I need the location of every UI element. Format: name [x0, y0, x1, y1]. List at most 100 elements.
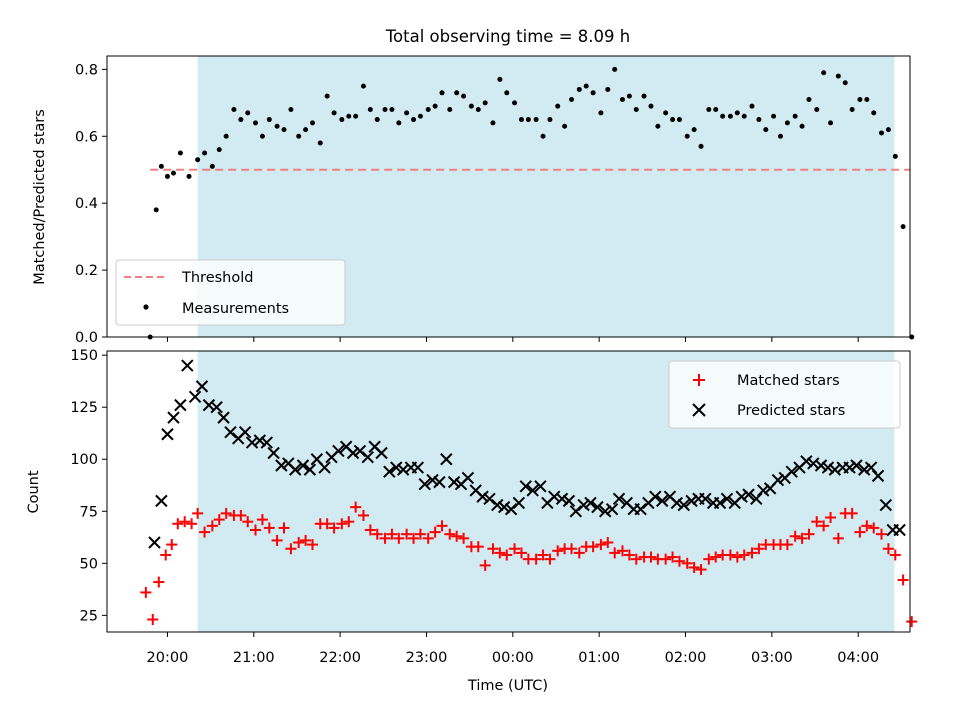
measurement-point [655, 123, 661, 129]
measurement-point [231, 107, 237, 113]
matched-stars-marker [667, 551, 679, 563]
predicted-stars-marker [504, 502, 518, 516]
measurement-point [360, 83, 366, 89]
measurement-point [533, 117, 539, 123]
predicted-stars-marker [649, 490, 662, 503]
measurement-point [626, 93, 632, 99]
predicted-stars-marker [670, 496, 684, 510]
measurement-point [756, 117, 762, 123]
predicted-stars-marker [174, 398, 187, 412]
matched-stars-marker [250, 524, 262, 536]
predicted-stars-marker [418, 478, 431, 491]
predicted-stars-marker [361, 450, 374, 464]
predicted-stars-marker [735, 490, 748, 503]
measurement-point [727, 113, 733, 119]
predicted-stars-marker [238, 425, 252, 439]
predicted-stars-marker [267, 446, 280, 460]
ratio-legend: Threshold Measurements [115, 259, 346, 326]
predicted-stars-marker [346, 446, 360, 460]
count-panel-frame [106, 350, 911, 633]
predicted-stars-marker [491, 498, 504, 512]
matched-stars-marker [479, 559, 491, 571]
measurement-point [641, 93, 647, 99]
matched-legend-label: Matched stars [737, 373, 840, 389]
matched-stars-marker [206, 520, 218, 532]
predicted-stars-marker [433, 475, 446, 489]
matched-stars-marker [166, 539, 178, 551]
predicted-stars-marker [864, 461, 878, 474]
predicted-stars-marker [353, 444, 367, 458]
predicted-stars-marker [275, 459, 288, 472]
predicted-stars-marker [699, 492, 712, 505]
ratio-x-ticks [166, 337, 859, 342]
measurement-point [842, 80, 848, 86]
predicted-stars-marker [426, 473, 439, 487]
predicted-stars-marker [210, 400, 223, 414]
matched-stars-marker [321, 518, 333, 530]
matched-stars-marker [673, 555, 685, 567]
matched-stars-marker [436, 520, 448, 532]
predicted-stars-marker [577, 498, 590, 512]
measurement-point [177, 150, 183, 156]
matched-stars-marker [414, 528, 426, 540]
measurement-point [266, 117, 272, 123]
ratio-legend-box [115, 259, 346, 326]
predicted-stars-marker [202, 398, 216, 412]
measurement-point [741, 113, 747, 119]
count-x-ticks: 20:00 21:00 22:00 23:00 00:00 01:00 02:00 03:00… [147, 632, 879, 666]
measurement-point [339, 117, 345, 123]
matched-stars-marker [357, 509, 369, 521]
measurement-point [461, 93, 467, 99]
measurement-point [223, 133, 229, 139]
matched-stars-marker [710, 551, 722, 563]
predicted-stars-marker [526, 484, 539, 497]
threshold-legend-label: Threshold [181, 270, 253, 286]
measurement-point [353, 113, 359, 119]
measurement-point [892, 153, 898, 159]
measurement-point [425, 107, 431, 113]
measurement-point [331, 110, 337, 116]
measurement-point [324, 93, 330, 99]
ratio-y-ticks: 0.0 0.2 0.4 0.6 0.8 [75, 62, 107, 346]
measurement-point [512, 100, 518, 106]
matched-stars-marker [379, 532, 391, 544]
matched-stars-marker [422, 532, 434, 544]
count-legend-box [668, 360, 901, 429]
predicted-stars-marker [821, 461, 835, 474]
measurement-point [864, 96, 870, 102]
matched-stars-marker [573, 547, 585, 559]
measurement-point [404, 110, 410, 116]
measurement-point [209, 163, 215, 169]
predicted-stars-marker [555, 492, 569, 505]
predicted-stars-marker [447, 475, 461, 489]
measurement-point [202, 150, 208, 156]
predicted-stars-marker [828, 463, 842, 476]
ratio-panel: 0.00.20.40.60.8 Matched/Predicted stars … [32, 55, 915, 346]
matched-stars-marker [300, 534, 312, 546]
matched-stars-marker [602, 536, 614, 548]
matched-stars-marker [494, 547, 506, 559]
matched-stars-marker [458, 532, 470, 544]
predicted-legend-label: Predicted stars [737, 403, 845, 419]
predicted-stars-marker [512, 496, 526, 510]
matched-stars-marker [681, 557, 693, 569]
predicted-stars-marker [871, 469, 885, 483]
y-tick-label: 100 [70, 452, 98, 468]
predicted-stars-marker [181, 359, 194, 372]
matched-stars-marker [179, 516, 191, 528]
matched-stars-marker [153, 576, 165, 588]
measurement-point [482, 100, 488, 106]
measurement-point [281, 127, 287, 133]
measurement-point [698, 143, 704, 149]
matched-stars-marker [876, 528, 888, 540]
measurement-point [346, 113, 352, 119]
matched-stars-marker [263, 522, 275, 534]
measurement-point [274, 123, 280, 129]
measurements-legend-swatch [143, 304, 149, 310]
count-y-ticks: 25 50 75 100 125 150 [70, 348, 107, 624]
predicted-stars-marker [289, 463, 302, 476]
matched-stars-marker [660, 553, 672, 565]
predicted-stars-marker [843, 461, 856, 474]
measurement-point [670, 117, 676, 123]
matched-stars-marker [616, 545, 628, 557]
